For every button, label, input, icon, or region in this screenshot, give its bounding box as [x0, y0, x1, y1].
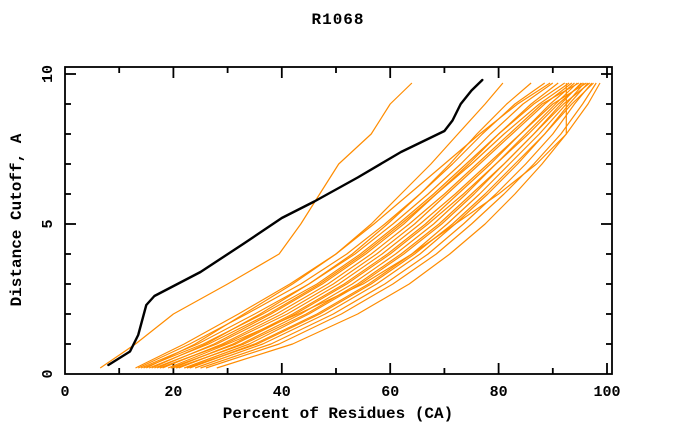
x-tick-label: 60: [381, 384, 399, 401]
model-curve-24: [135, 82, 551, 369]
model-curve-16: [159, 82, 587, 369]
plot-frame: [64, 66, 613, 375]
x-axis-label: Percent of Residues (CA): [222, 405, 454, 423]
y-tick-label: 10: [40, 65, 57, 83]
model-curve-11: [178, 82, 578, 369]
y-tick-label: 5: [40, 219, 57, 228]
chart-title: R1068: [311, 11, 365, 29]
model-curve-1: [99, 82, 413, 369]
model-curve-5: [140, 82, 554, 369]
model-curve-15: [189, 82, 585, 369]
x-tick-label: 0: [60, 384, 69, 401]
model-curve-20: [186, 82, 594, 369]
x-tick-label: 80: [490, 384, 508, 401]
model-curve-19: [200, 82, 593, 369]
y-tick-label: 0: [40, 369, 57, 378]
target-curve: [107, 78, 484, 367]
model-curve-7: [167, 83, 567, 369]
model-curve-22: [216, 82, 601, 369]
model-curve-14: [170, 82, 583, 369]
model-curve-13: [183, 82, 582, 369]
model-curve-21: [205, 82, 597, 369]
model-curve-18: [175, 82, 591, 369]
x-tick-label: 100: [593, 384, 620, 401]
model-curve-12: [154, 82, 580, 369]
model-curve-9: [162, 82, 573, 369]
model-curve-17: [194, 82, 589, 369]
model-curve-8: [148, 82, 570, 369]
model-curve-10: [173, 82, 575, 369]
model-curve-3: [151, 82, 532, 369]
x-tick-label: 40: [273, 384, 291, 401]
x-tick-label: 20: [164, 384, 182, 401]
model-curve-23: [143, 82, 566, 369]
